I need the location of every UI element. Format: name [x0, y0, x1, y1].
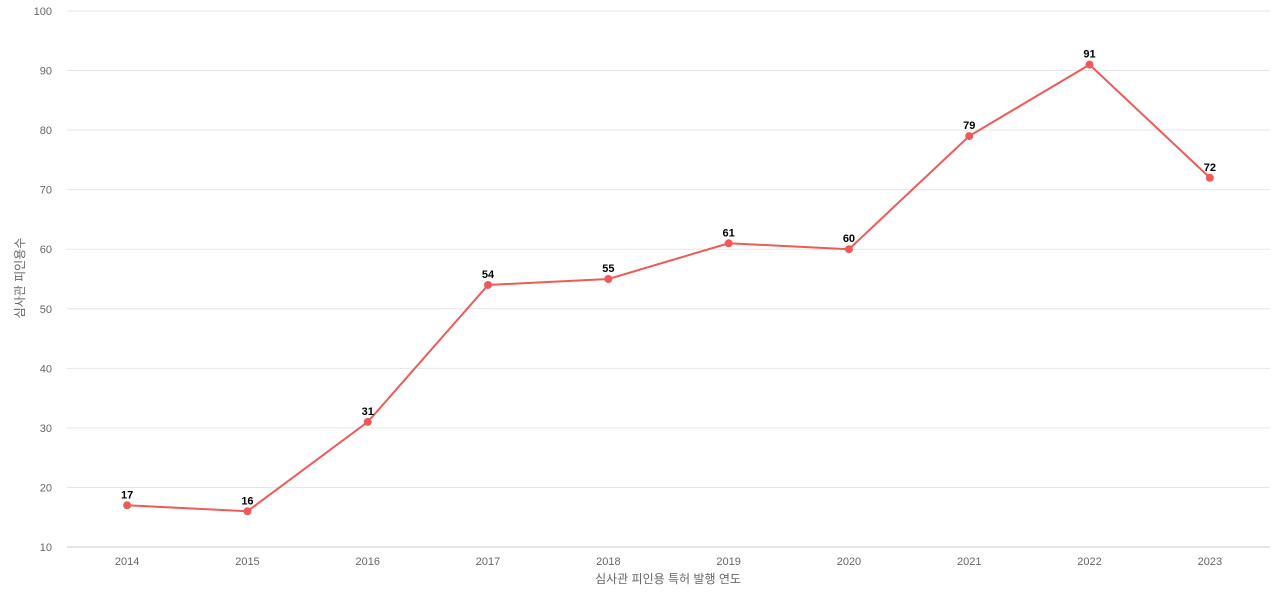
- data-point: [363, 417, 372, 426]
- data-label: 16: [241, 495, 253, 507]
- series-line: [127, 63, 1211, 513]
- y-tick-label: 20: [40, 482, 52, 494]
- x-axis-ticks: 2014 2015 2016 2017 2018 2019 2020 2021 2022 2023: [115, 556, 1222, 568]
- data-label: 17: [121, 489, 133, 501]
- x-tick-label: 2014: [115, 556, 139, 568]
- data-point: [123, 501, 132, 510]
- x-tick-label: 2023: [1198, 556, 1222, 568]
- x-tick-label: 2021: [957, 556, 981, 568]
- grid-lines: [67, 10, 1270, 548]
- data-label: 79: [963, 120, 975, 132]
- series-layer: [127, 63, 1211, 513]
- data-label: 31: [362, 406, 374, 418]
- y-tick-label: 40: [40, 363, 52, 375]
- data-point: [604, 275, 613, 283]
- y-tick-label: 70: [40, 185, 52, 197]
- x-tick-label: 2016: [356, 556, 380, 568]
- x-tick-label: 2019: [716, 556, 740, 568]
- x-tick-label: 2015: [235, 556, 259, 568]
- y-tick-label: 100: [34, 6, 52, 18]
- x-tick-label: 2020: [837, 556, 861, 568]
- y-tick-label: 80: [40, 125, 52, 137]
- data-label: 72: [1204, 162, 1216, 174]
- data-label: 91: [1083, 49, 1095, 61]
- x-tick-label: 2022: [1077, 556, 1101, 568]
- data-label: 54: [482, 269, 495, 281]
- data-label: 55: [602, 263, 614, 275]
- y-tick-label: 50: [40, 304, 52, 316]
- data-point: [844, 245, 853, 254]
- data-label: 61: [723, 227, 735, 239]
- x-axis-title: 심사관 피인용 특허 발행 연도: [595, 571, 741, 586]
- y-tick-label: 10: [40, 542, 52, 554]
- y-axis-ticks: 10 20 30 40 50 60 70 80 90 100: [34, 6, 52, 554]
- data-label: 60: [843, 233, 855, 245]
- y-tick-label: 60: [40, 244, 52, 256]
- y-axis-title: 심사관 피인용수: [13, 238, 27, 319]
- x-tick-label: 2018: [596, 556, 620, 568]
- data-point: [243, 507, 252, 516]
- y-tick-label: 30: [40, 423, 52, 435]
- data-points: [123, 60, 1214, 516]
- x-tick-label: 2017: [476, 556, 500, 568]
- y-tick-label: 90: [40, 66, 52, 78]
- data-point: [724, 239, 733, 248]
- data-labels: 17 16 31 54 55 61 60 79 91 72: [121, 49, 1216, 508]
- data-point: [484, 280, 493, 289]
- data-point: [1085, 60, 1094, 69]
- data-point: [1205, 173, 1214, 182]
- data-point: [965, 132, 974, 141]
